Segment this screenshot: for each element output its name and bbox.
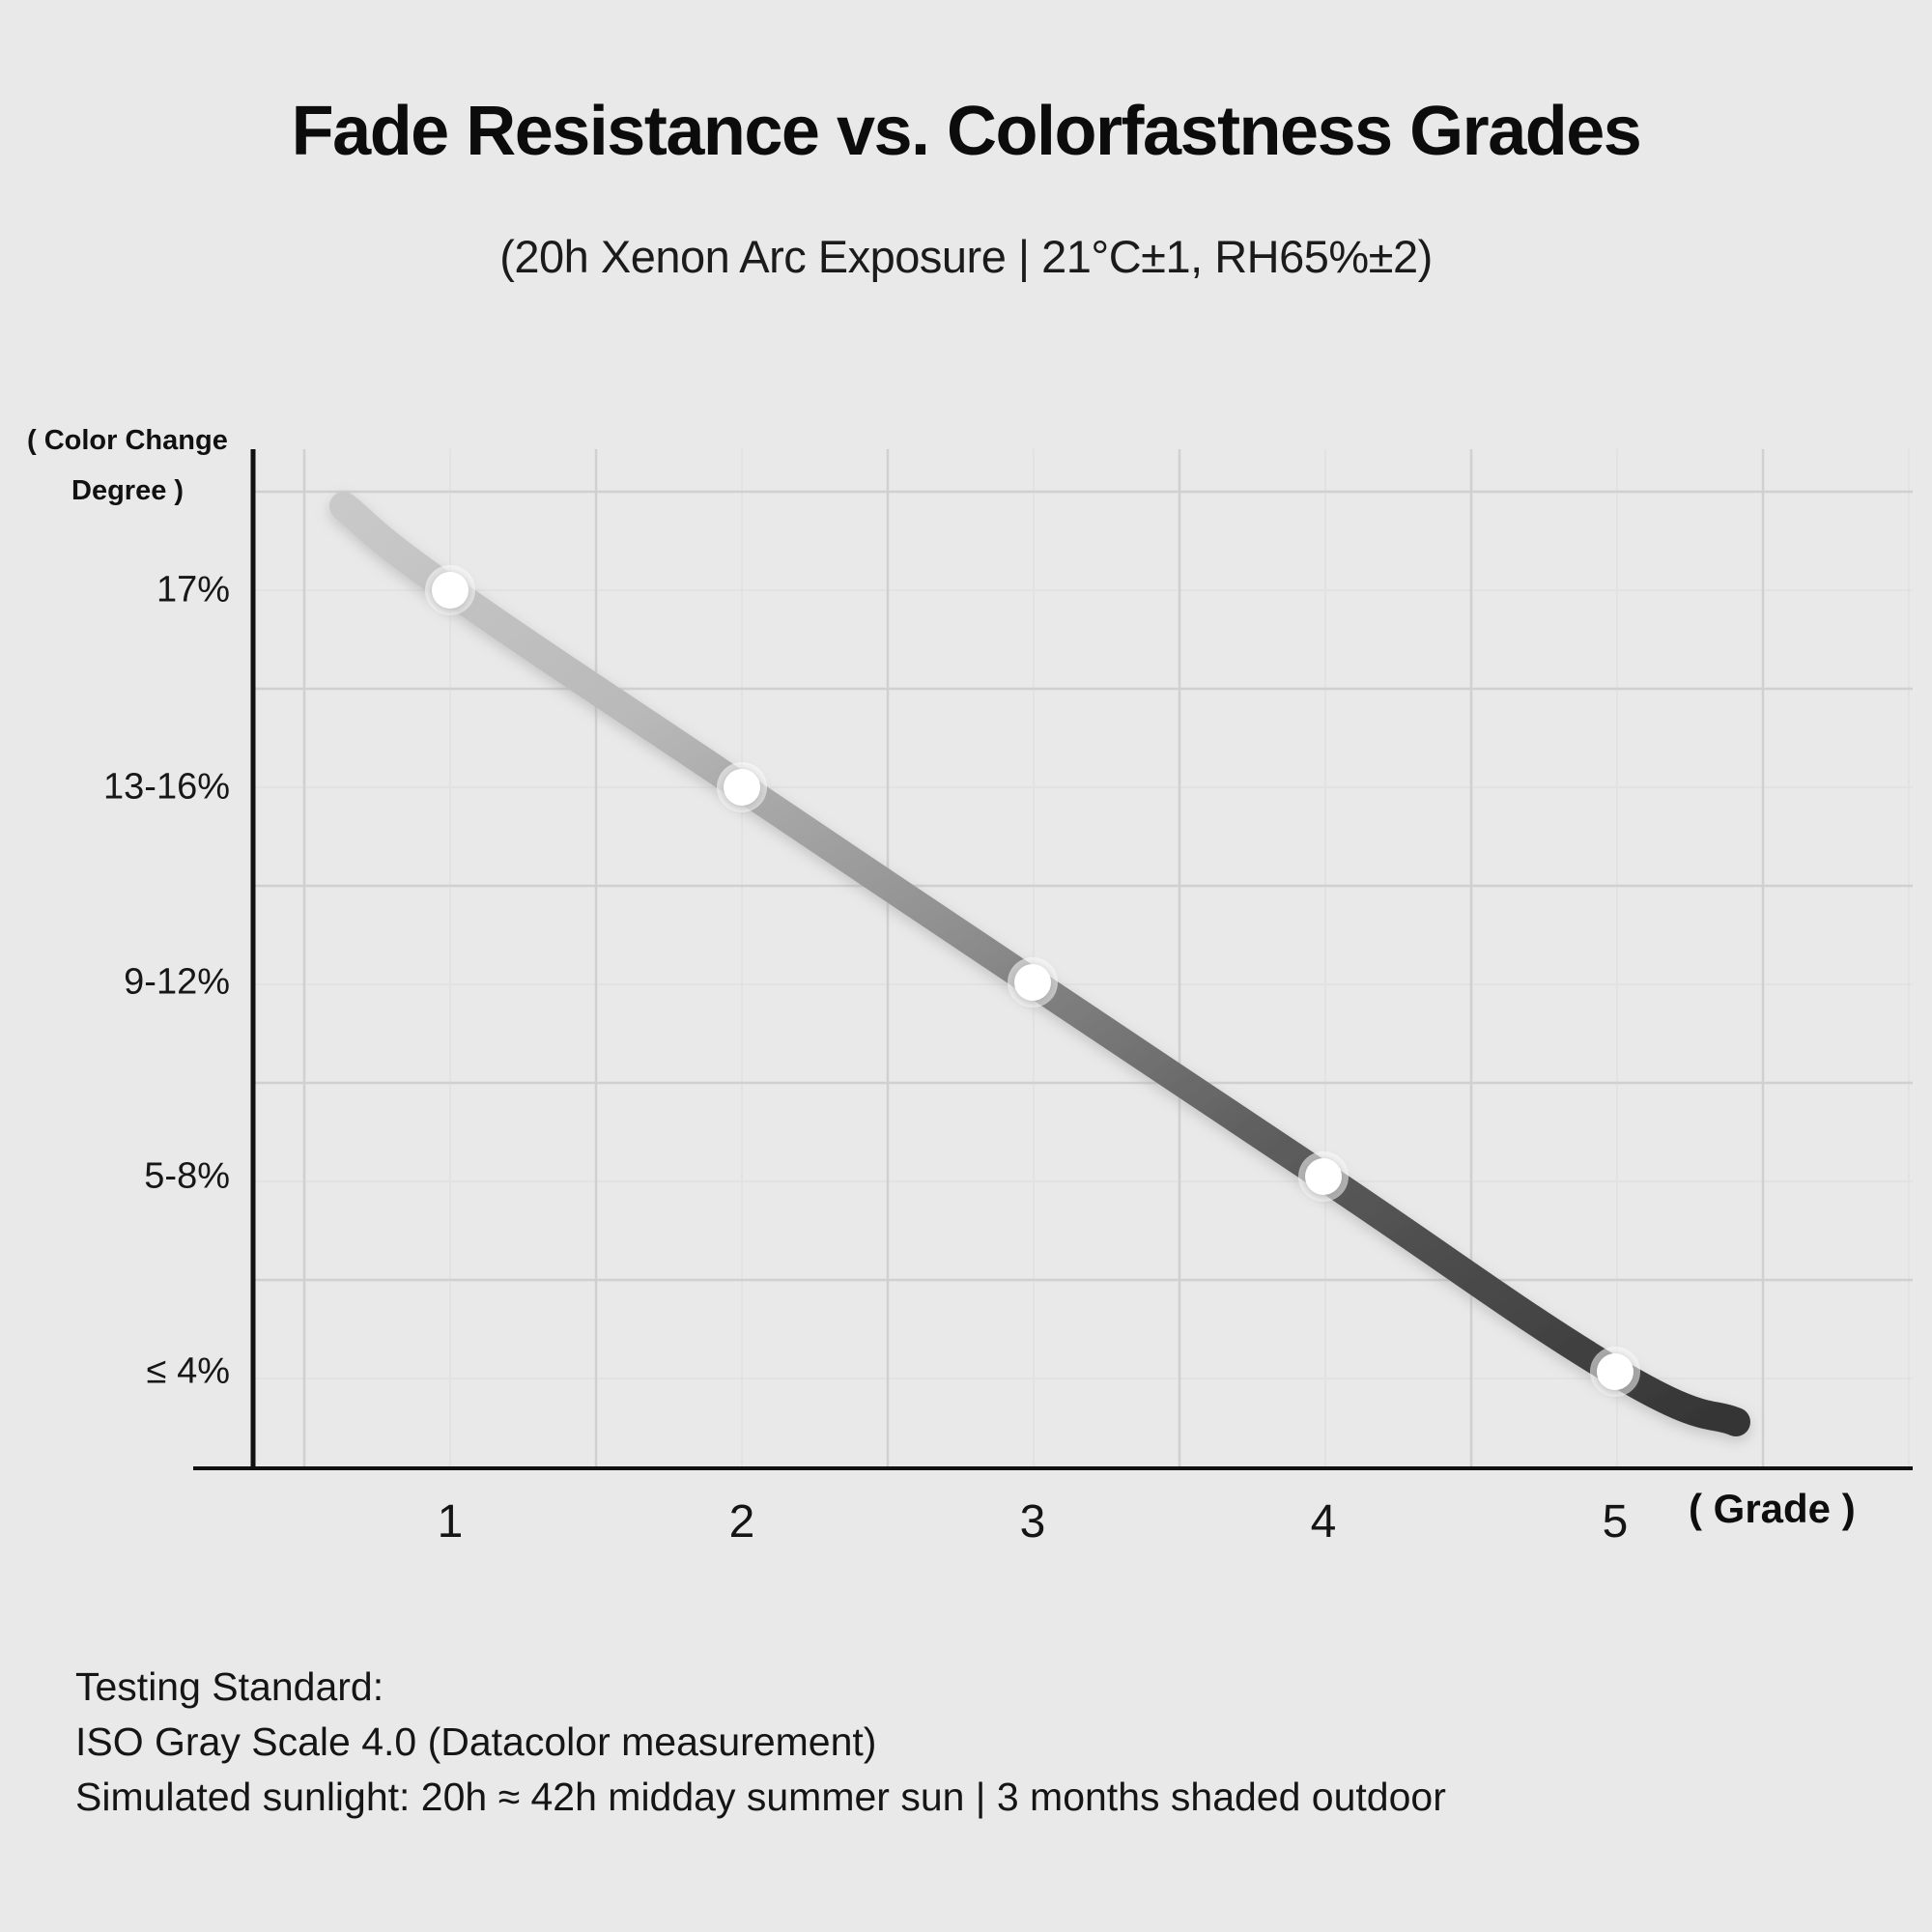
x-tick-label: 1 bbox=[437, 1496, 464, 1548]
footer-line-3: Simulated sunlight: 20h ≈ 42h midday sum… bbox=[75, 1775, 1446, 1819]
y-tick-label: 5-8% bbox=[144, 1155, 230, 1197]
series-markers bbox=[425, 565, 1640, 1397]
data-point-marker[interactable] bbox=[1014, 964, 1051, 1001]
y-tick-label: 13-16% bbox=[103, 766, 230, 808]
data-point-marker[interactable] bbox=[432, 572, 469, 609]
y-axis-caption-line2: Degree ) bbox=[71, 475, 185, 506]
x-tick-label: 4 bbox=[1310, 1496, 1337, 1548]
x-tick-label: 5 bbox=[1602, 1496, 1629, 1548]
x-tick-label: 3 bbox=[1019, 1496, 1046, 1548]
y-tick-label: 9-12% bbox=[124, 961, 230, 1003]
data-point-marker[interactable] bbox=[1305, 1158, 1342, 1195]
footer-line-1: Testing Standard: bbox=[75, 1664, 384, 1709]
x-tick-label: 2 bbox=[728, 1496, 755, 1548]
data-point-marker[interactable] bbox=[1597, 1353, 1634, 1390]
page-title: Fade Resistance vs. Colorfastness Grades bbox=[291, 93, 1642, 170]
x-axis-caption: ( Grade ) bbox=[1689, 1486, 1856, 1531]
data-point-marker[interactable] bbox=[724, 769, 760, 806]
y-tick-label: ≤ 4% bbox=[146, 1350, 230, 1392]
y-axis-caption-line1: ( Color Change bbox=[27, 425, 228, 456]
chart-subtitle: (20h Xenon Arc Exposure | 21°C±1, RH65%±… bbox=[499, 231, 1433, 282]
grid-minor bbox=[253, 449, 1913, 1468]
grid-major bbox=[253, 449, 1913, 1468]
y-axis-caption: ( Color Change Degree ) bbox=[27, 365, 228, 566]
y-tick-label: 17% bbox=[156, 569, 230, 611]
footer-notes: Testing Standard: ISO Gray Scale 4.0 (Da… bbox=[75, 1660, 1446, 1825]
footer-line-2: ISO Gray Scale 4.0 (Datacolor measuremen… bbox=[75, 1719, 877, 1764]
